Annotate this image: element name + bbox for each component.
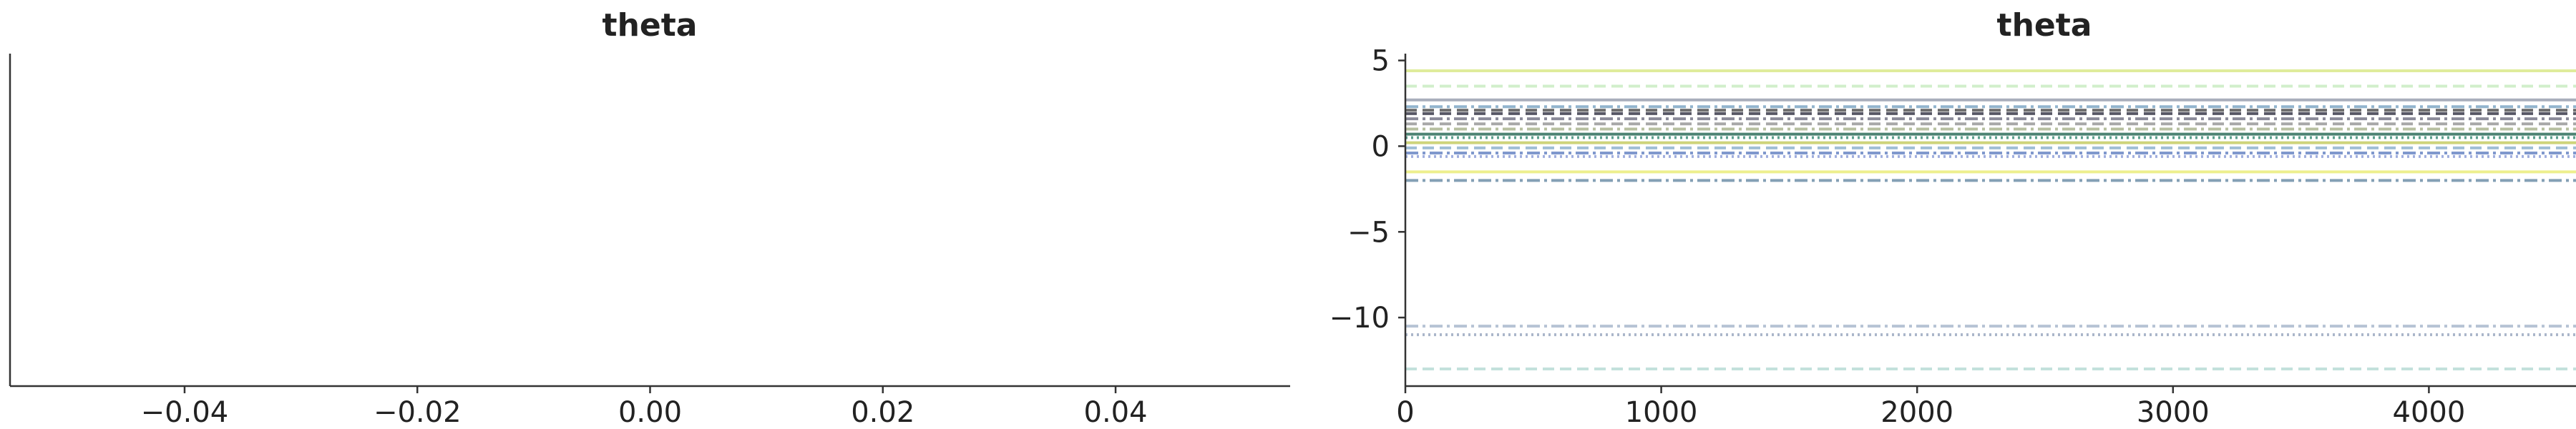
right-y-tick-label: 5 [1372, 45, 1390, 78]
right-x-tick-label: 0 [1396, 396, 1414, 429]
right-panel: theta 0 1000 2000 3000 4000 5 0 −5 −10 [1330, 7, 2576, 429]
right-y-ticks: 5 0 −5 −10 [1330, 45, 1405, 335]
left-x-tick-label: 0.02 [851, 396, 914, 429]
right-x-ticks: 0 1000 2000 3000 4000 [1396, 386, 2465, 429]
right-panel-title: theta [1997, 7, 2092, 44]
left-x-tick-label: −0.02 [374, 396, 462, 429]
left-x-tick-label: −0.04 [141, 396, 229, 429]
left-panel: theta −0.04 −0.02 0.00 0.02 0.04 [9, 7, 1290, 429]
right-y-tick-label: −5 [1347, 216, 1390, 249]
right-x-tick-label: 1000 [1625, 396, 1698, 429]
right-y-tick-label: −10 [1330, 302, 1390, 335]
left-x-tick-label: 0.04 [1084, 396, 1148, 429]
right-x-tick-label: 4000 [2393, 396, 2466, 429]
right-x-tick-label: 2000 [1880, 396, 1953, 429]
left-x-tick-label: 0.00 [618, 396, 682, 429]
right-x-tick-label: 3000 [2137, 396, 2210, 429]
right-series-lines [1405, 69, 2576, 371]
left-x-ticks: −0.04 −0.02 0.00 0.02 0.04 [141, 386, 1148, 429]
left-panel-title: theta [602, 7, 698, 44]
right-y-tick-label: 0 [1372, 130, 1390, 163]
